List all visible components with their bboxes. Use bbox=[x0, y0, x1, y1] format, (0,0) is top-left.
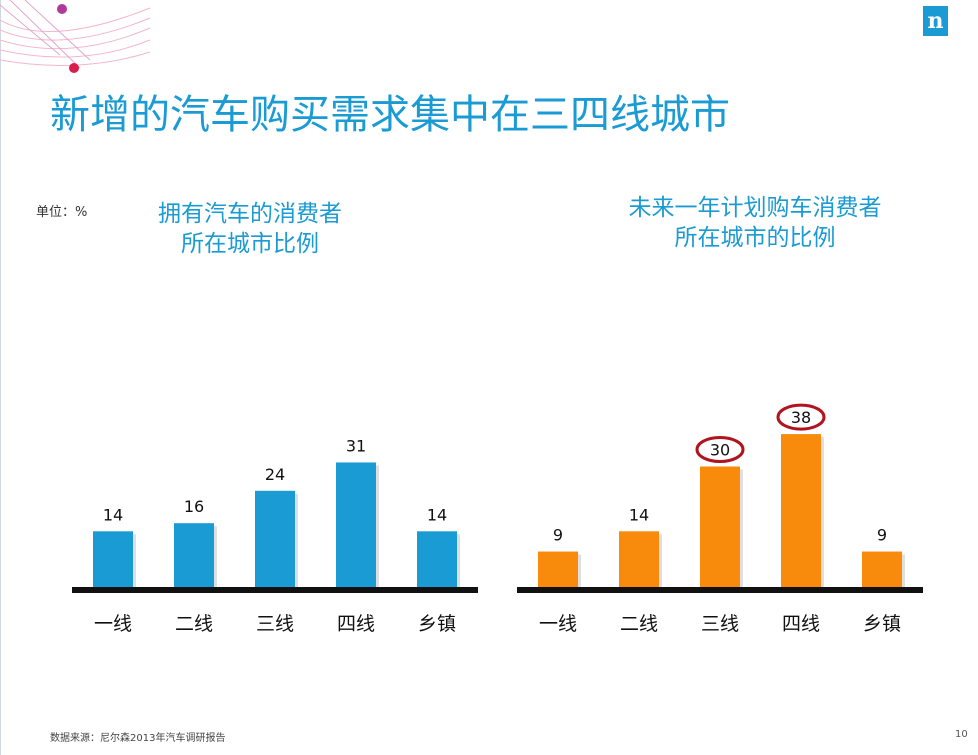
brand-logo-letter: n bbox=[927, 8, 944, 34]
decorative-arcs bbox=[0, 0, 151, 73]
left-value-label-0: 14 bbox=[103, 505, 123, 524]
right-chart-title-line-1: 未来一年计划购车消费者 bbox=[628, 195, 882, 221]
left-chart-title-line-1: 拥有汽车的消费者 bbox=[158, 201, 342, 227]
right-category-label-4: 乡镇 bbox=[863, 613, 901, 635]
left-bar-2 bbox=[255, 490, 295, 588]
right-bar-chart: 9 一线 14 二线 30 三线 38 四线 9 乡镇 bbox=[517, 403, 923, 635]
right-chart-title-line-2: 所在城市的比例 bbox=[674, 225, 836, 251]
left-bar-chart: 14 一线 16 二线 24 三线 31 四线 14 乡镇 bbox=[72, 436, 478, 635]
unit-label: 单位：% bbox=[36, 205, 88, 220]
right-category-label-1: 二线 bbox=[620, 613, 658, 635]
left-bar-4 bbox=[417, 531, 457, 588]
left-bar-1 bbox=[174, 523, 214, 588]
brand-logo: n bbox=[923, 6, 948, 36]
right-bar-3 bbox=[781, 434, 821, 588]
left-bar-3 bbox=[336, 462, 376, 588]
left-chart-title-line-2: 所在城市比例 bbox=[181, 231, 319, 257]
right-chart-title: 未来一年计划购车消费者 所在城市的比例 bbox=[600, 193, 910, 253]
right-value-label-1: 14 bbox=[629, 505, 649, 524]
right-highlight-ring-2 bbox=[695, 436, 745, 463]
page-title: 新增的汽车购买需求集中在三四线城市 bbox=[50, 92, 730, 138]
data-source-note: 数据来源：尼尔森2013年汽车调研报告 bbox=[50, 733, 226, 744]
left-value-label-4: 14 bbox=[427, 505, 447, 524]
right-category-label-0: 一线 bbox=[539, 613, 577, 635]
left-category-label-4: 乡镇 bbox=[418, 613, 456, 635]
right-bar-0 bbox=[538, 551, 578, 588]
right-value-label-2: 30 bbox=[710, 441, 730, 460]
page-number: 10 bbox=[955, 729, 968, 740]
left-category-label-1: 二线 bbox=[175, 613, 213, 635]
left-bar-0 bbox=[93, 531, 133, 588]
right-category-label-2: 三线 bbox=[701, 613, 739, 635]
left-chart-title: 拥有汽车的消费者 所在城市比例 bbox=[150, 199, 350, 259]
right-bar-1 bbox=[619, 531, 659, 588]
right-value-label-4: 9 bbox=[877, 526, 887, 545]
right-value-label-0: 9 bbox=[553, 526, 563, 545]
right-category-label-3: 四线 bbox=[782, 613, 820, 635]
left-value-label-3: 31 bbox=[346, 436, 366, 455]
left-category-label-2: 三线 bbox=[256, 613, 294, 635]
left-value-label-2: 24 bbox=[265, 465, 285, 484]
right-bar-4 bbox=[862, 551, 902, 588]
right-highlight-ring-3 bbox=[776, 403, 826, 431]
right-value-label-3: 38 bbox=[791, 408, 811, 427]
right-bar-2 bbox=[700, 466, 740, 588]
left-edge-line bbox=[0, 0, 1, 755]
left-value-label-1: 16 bbox=[184, 497, 204, 516]
left-category-label-0: 一线 bbox=[94, 613, 132, 635]
left-category-label-3: 四线 bbox=[337, 613, 375, 635]
